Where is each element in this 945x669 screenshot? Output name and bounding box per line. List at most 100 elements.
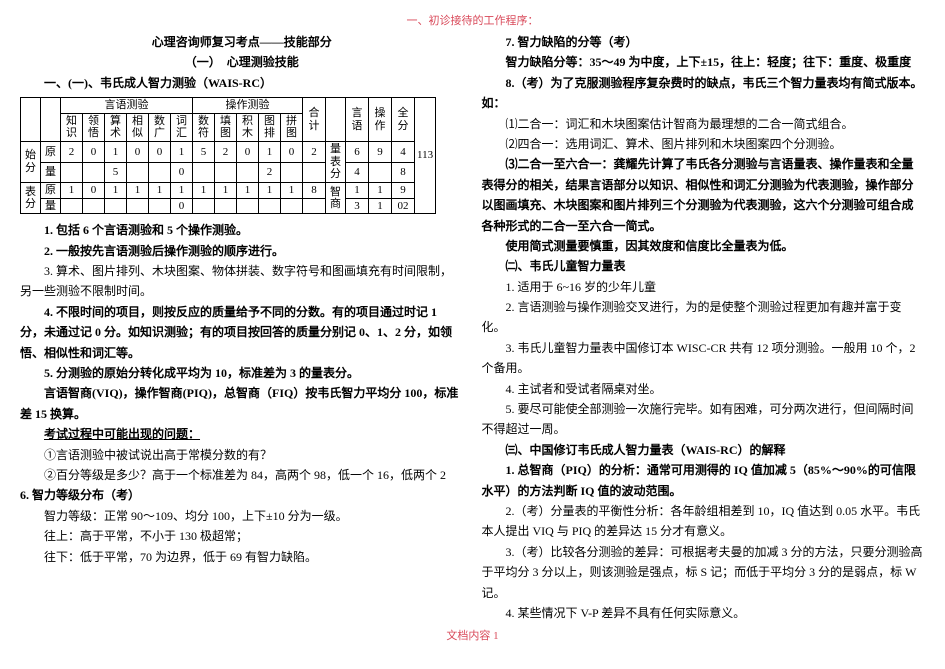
cell: 0 [149, 142, 171, 162]
cell: 1 [149, 183, 171, 199]
cell: 1 [259, 183, 281, 199]
col-1: 领悟 [83, 113, 105, 141]
doc-title-1: 心理咨询师复习考点——技能部分 [20, 32, 464, 52]
left-q2: ②百分等级是多少？高于一个标准差为 84，高两个 98，低一个 16，低两个 2 [20, 465, 464, 485]
cell [127, 198, 149, 214]
col-yanyu: 言语 [346, 98, 369, 142]
cell: 1 [369, 198, 392, 214]
cell: 0 [237, 142, 259, 162]
cell: 1 [171, 183, 193, 199]
cell [61, 198, 83, 214]
right-i3: 3.（考）比较各分测验的差异：可根据考夫曼的加减 3 分的方法，只要分测验高于平… [482, 542, 926, 603]
cell [215, 198, 237, 214]
cell: 1 [171, 142, 193, 162]
row-yuan: 原 [41, 142, 61, 162]
table-group-op: 操作测验 [193, 98, 303, 114]
cell [193, 162, 215, 182]
col-4: 数广 [149, 113, 171, 141]
interpret-heading: ㈢、中国修订韦氏成人智力量表（WAIS-RC）的解释 [482, 440, 926, 460]
cell [61, 162, 83, 182]
col-caozuo: 操作 [369, 98, 392, 142]
col-9: 图排 [259, 113, 281, 141]
exam-questions-heading: 考试过程中可能出现的问题： [20, 424, 464, 444]
cell-zhi: 智商 [326, 183, 346, 214]
right-column: 7. 智力缺陷的分等（考） 智力缺陷分等：35～49 为中度，上下±15，往上：… [482, 32, 926, 623]
left-p3: 3. 算术、图片排列、木块图案、物体拼装、数字符号和图画填充有时间限制，另一些测… [20, 261, 464, 302]
row-yuan2: 原 [41, 183, 61, 199]
cell [303, 198, 326, 214]
cell [215, 162, 237, 182]
cell: 5 [105, 162, 127, 182]
cell [281, 162, 303, 182]
col-0: 知识 [61, 113, 83, 141]
right-p2d: 使用简式测量要慎重，因其效度和信度比全量表为低。 [482, 236, 926, 256]
cell: 0 [127, 142, 149, 162]
top-stripe: 一、初诊接待的工作程序： [20, 12, 925, 28]
cell: 1 [259, 142, 281, 162]
cell [105, 198, 127, 214]
cell: 1 [193, 183, 215, 199]
right-p2b: ⑵四合一：选用词汇、算术、图片排列和木块图案四个分测验。 [482, 134, 926, 154]
left-p6: 言语智商(VIQ)，操作智商(PIQ)，总智商（FIQ）按韦氏智力平均分 100… [20, 383, 464, 424]
right-c3: 3. 韦氏儿童智力量表中国修订本 WISC-CR 共有 12 项分测验。一般用 … [482, 338, 926, 379]
row-liang2: 量 [41, 198, 61, 214]
cell [259, 198, 281, 214]
right-i4: 4. 某些情况下 V-P 差异不具有任何实际意义。 [482, 603, 926, 623]
cell-lbl: 量表分 [326, 142, 346, 183]
cell: 1 [281, 183, 303, 199]
col-6: 数符 [193, 113, 215, 141]
col-10: 拼图 [281, 113, 303, 141]
col-side-113: 113 [415, 98, 436, 214]
left-p7c: 往下：低于平常，70 为边界，低于 69 有智力缺陷。 [20, 547, 464, 567]
col-5: 词汇 [171, 113, 193, 141]
left-p4: 4. 不限时间的项目，则按反应的质量给予不同的分数。有的项目通过时记 1 分，未… [20, 305, 452, 360]
section-1-heading: 一、(一)、韦氏成人智力测验（WAIS-RC） [20, 73, 464, 93]
cell [149, 198, 171, 214]
left-p7a: 智力等级：正常 90～109、均分 100，上下±10 分为一级。 [20, 506, 464, 526]
cell [303, 162, 326, 182]
cell: 2 [303, 142, 326, 162]
row-liang: 量 [41, 162, 61, 182]
cell [149, 162, 171, 182]
cell: 9 [392, 183, 415, 199]
cell: 3 [346, 198, 369, 214]
cell: 5 [193, 142, 215, 162]
cell [193, 198, 215, 214]
cell: 1 [346, 183, 369, 199]
right-p1h: 7. 智力缺陷的分等（考） [482, 32, 926, 52]
right-p1: 智力缺陷分等：35～49 为中度，上下±15，往上：轻度；往下：重度、极重度 [482, 52, 926, 72]
cell: 0 [281, 142, 303, 162]
left-p1: 1. 包括 6 个言语测验和 5 个操作测验。 [20, 220, 464, 240]
left-p2: 2. 一般按先言语测验后操作测验的顺序进行。 [20, 241, 464, 261]
right-c5: 5. 要尽可能使全部测验一次施行完毕。如有困难，可分两次进行，但间隔时间不得超过… [482, 399, 926, 440]
cell: 1 [215, 183, 237, 199]
wais-table: 言语测验 操作测验 合计 言语 操作 全分 113 知识 领悟 算术 相似 数广… [20, 97, 436, 214]
row-biao: 表分 [21, 183, 41, 214]
two-column-layout: 心理咨询师复习考点——技能部分 （一） 心理测验技能 一、(一)、韦氏成人智力测… [20, 32, 925, 623]
cell: 0 [83, 183, 105, 199]
cell: 6 [346, 142, 369, 162]
cell: 8 [392, 162, 415, 182]
left-p5: 5. 分测验的原始分转化成平均为 10，标准差为 3 的量表分。 [20, 363, 464, 383]
right-c1: 1. 适用于 6~16 岁的少年儿童 [482, 277, 926, 297]
left-p7b: 往上：高于平常，不小于 130 极超常； [20, 526, 464, 546]
left-p7h: 6. 智力等级分布（考） [20, 485, 464, 505]
cell: 4 [346, 162, 369, 182]
cell [237, 162, 259, 182]
left-column: 心理咨询师复习考点——技能部分 （一） 心理测验技能 一、(一)、韦氏成人智力测… [20, 32, 464, 623]
right-p2h: 8.（考）为了克服测验程序复杂费时的缺点，韦氏三个智力量表均有简式版本。如： [482, 73, 926, 114]
cell: 0 [171, 162, 193, 182]
col-7: 填图 [215, 113, 237, 141]
child-heading: ㈡、韦氏儿童智力量表 [482, 256, 926, 276]
col-quan: 全分 [392, 98, 415, 142]
left-q1: ①言语测验中被试说出高于常模分数的有？ [20, 445, 464, 465]
cell: 1 [105, 142, 127, 162]
cell: 2 [215, 142, 237, 162]
col-3: 相似 [127, 113, 149, 141]
cell [237, 198, 259, 214]
col-heji: 合计 [303, 98, 326, 142]
cell: 1 [127, 183, 149, 199]
table-group-lang: 言语测验 [61, 98, 193, 114]
cell: 9 [369, 142, 392, 162]
cell [83, 198, 105, 214]
